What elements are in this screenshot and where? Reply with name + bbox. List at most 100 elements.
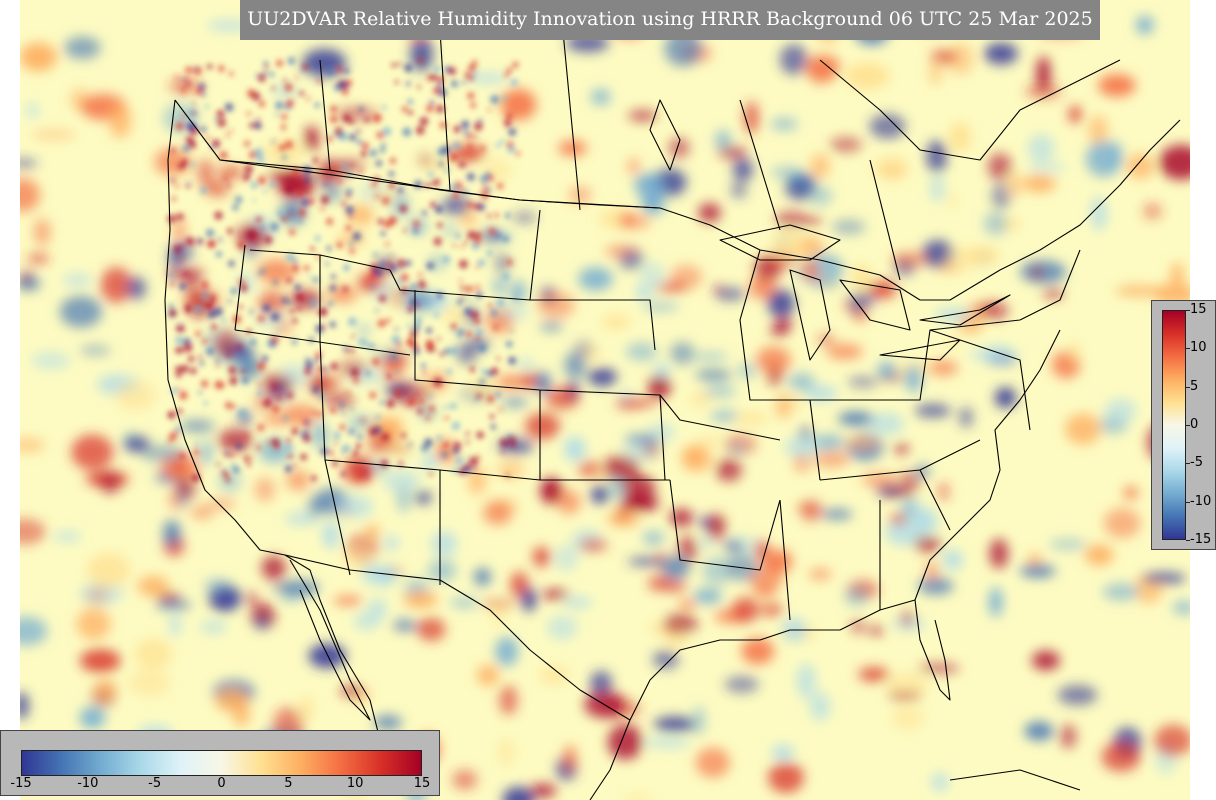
- innovation-speck: [175, 428, 180, 433]
- innovation-speck: [510, 78, 518, 86]
- innovation-blob: [1105, 398, 1137, 423]
- cuba-coast: [949, 769, 1081, 791]
- innovation-blob: [1088, 115, 1109, 147]
- innovation-speck: [273, 279, 278, 285]
- innovation-blob: [856, 292, 876, 307]
- innovation-speck: [197, 238, 203, 243]
- innovation-speck: [296, 188, 304, 196]
- innovation-blob: [677, 535, 699, 563]
- innovation-speck: [486, 395, 495, 403]
- innovation-speck: [185, 237, 195, 246]
- innovation-speck: [501, 450, 505, 454]
- innovation-blob: [808, 276, 841, 288]
- innovation-speck: [377, 218, 384, 225]
- innovation-speck: [333, 431, 341, 439]
- innovation-speck: [393, 390, 402, 398]
- innovation-speck: [344, 348, 350, 354]
- innovation-speck: [464, 72, 471, 79]
- innovation-speck: [375, 414, 381, 420]
- innovation-blob: [1027, 161, 1067, 174]
- innovation-speck: [229, 376, 238, 386]
- innovation-speck: [477, 258, 486, 267]
- innovation-speck: [409, 329, 418, 338]
- innovation-speck: [449, 152, 459, 162]
- innovation-speck: [466, 297, 471, 302]
- innovation-speck: [342, 114, 351, 123]
- innovation-speck: [171, 196, 177, 202]
- innovation-speck: [170, 278, 175, 283]
- innovation-blob: [689, 392, 713, 406]
- innovation-speck: [349, 241, 354, 247]
- innovation-speck: [388, 182, 395, 189]
- innovation-blob: [348, 204, 374, 226]
- innovation-speck: [403, 228, 407, 233]
- innovation-speck: [293, 463, 297, 467]
- innovation-blob: [639, 261, 665, 290]
- innovation-blob: [628, 110, 657, 121]
- innovation-speck: [488, 303, 493, 308]
- innovation-speck: [200, 186, 208, 194]
- innovation-blob: [1115, 285, 1161, 296]
- innovation-speck: [399, 205, 408, 213]
- innovation-speck: [394, 80, 399, 84]
- innovation-blob: [502, 398, 528, 407]
- innovation-blob: [891, 251, 929, 267]
- innovation-speck: [200, 126, 207, 133]
- innovation-blob: [20, 276, 41, 291]
- innovation-blob: [380, 354, 404, 382]
- innovation-speck: [381, 433, 390, 441]
- innovation-blob: [779, 44, 808, 75]
- innovation-speck: [457, 467, 465, 475]
- innovation-blob: [989, 538, 1009, 569]
- innovation-blob: [925, 560, 939, 582]
- innovation-speck: [486, 172, 491, 177]
- innovation-speck: [487, 175, 494, 182]
- province-lines: [319, 0, 901, 281]
- innovation-blob: [858, 667, 890, 682]
- innovation-speck: [480, 145, 486, 151]
- innovation-blob: [59, 295, 102, 328]
- innovation-speck: [426, 104, 434, 113]
- innovation-blob: [200, 620, 227, 634]
- innovation-speck: [452, 468, 458, 474]
- innovation-blob: [760, 602, 784, 617]
- innovation-blob: [806, 57, 837, 84]
- innovation-speck: [295, 75, 299, 79]
- innovation-speck: [199, 360, 205, 366]
- innovation-speck: [465, 440, 470, 444]
- innovation-blob: [563, 596, 593, 609]
- innovation-speck: [369, 427, 378, 436]
- innovation-blob: [421, 452, 439, 470]
- innovation-speck: [238, 304, 243, 310]
- innovation-speck: [237, 408, 247, 418]
- innovation-blob: [838, 412, 874, 426]
- innovation-speck: [304, 361, 314, 370]
- innovation-blob: [626, 342, 658, 361]
- innovation-speck: [246, 111, 251, 116]
- innovation-speck: [385, 241, 390, 246]
- innovation-speck: [283, 78, 287, 82]
- innovation-speck: [475, 265, 480, 269]
- innovation-speck: [320, 195, 330, 205]
- innovation-speck: [188, 109, 195, 117]
- innovation-speck: [426, 339, 434, 347]
- innovation-speck: [312, 276, 320, 283]
- innovation-speck: [461, 120, 470, 129]
- innovation-speck: [291, 427, 299, 436]
- innovation-blob: [33, 218, 51, 246]
- innovation-speck: [305, 427, 309, 432]
- innovation-blob: [867, 412, 904, 435]
- innovation-speck: [330, 105, 338, 113]
- innovation-speck: [179, 391, 188, 400]
- innovation-speck: [285, 444, 292, 451]
- innovation-speck: [300, 453, 308, 461]
- innovation-speck: [397, 62, 402, 67]
- innovation-speck: [470, 102, 476, 109]
- innovation-blob: [930, 174, 944, 203]
- innovation-blob: [590, 88, 611, 106]
- innovation-speck: [397, 186, 404, 194]
- innovation-blob: [280, 364, 310, 385]
- innovation-speck: [297, 208, 307, 217]
- innovation-speck: [444, 347, 451, 355]
- innovation-speck: [426, 327, 433, 334]
